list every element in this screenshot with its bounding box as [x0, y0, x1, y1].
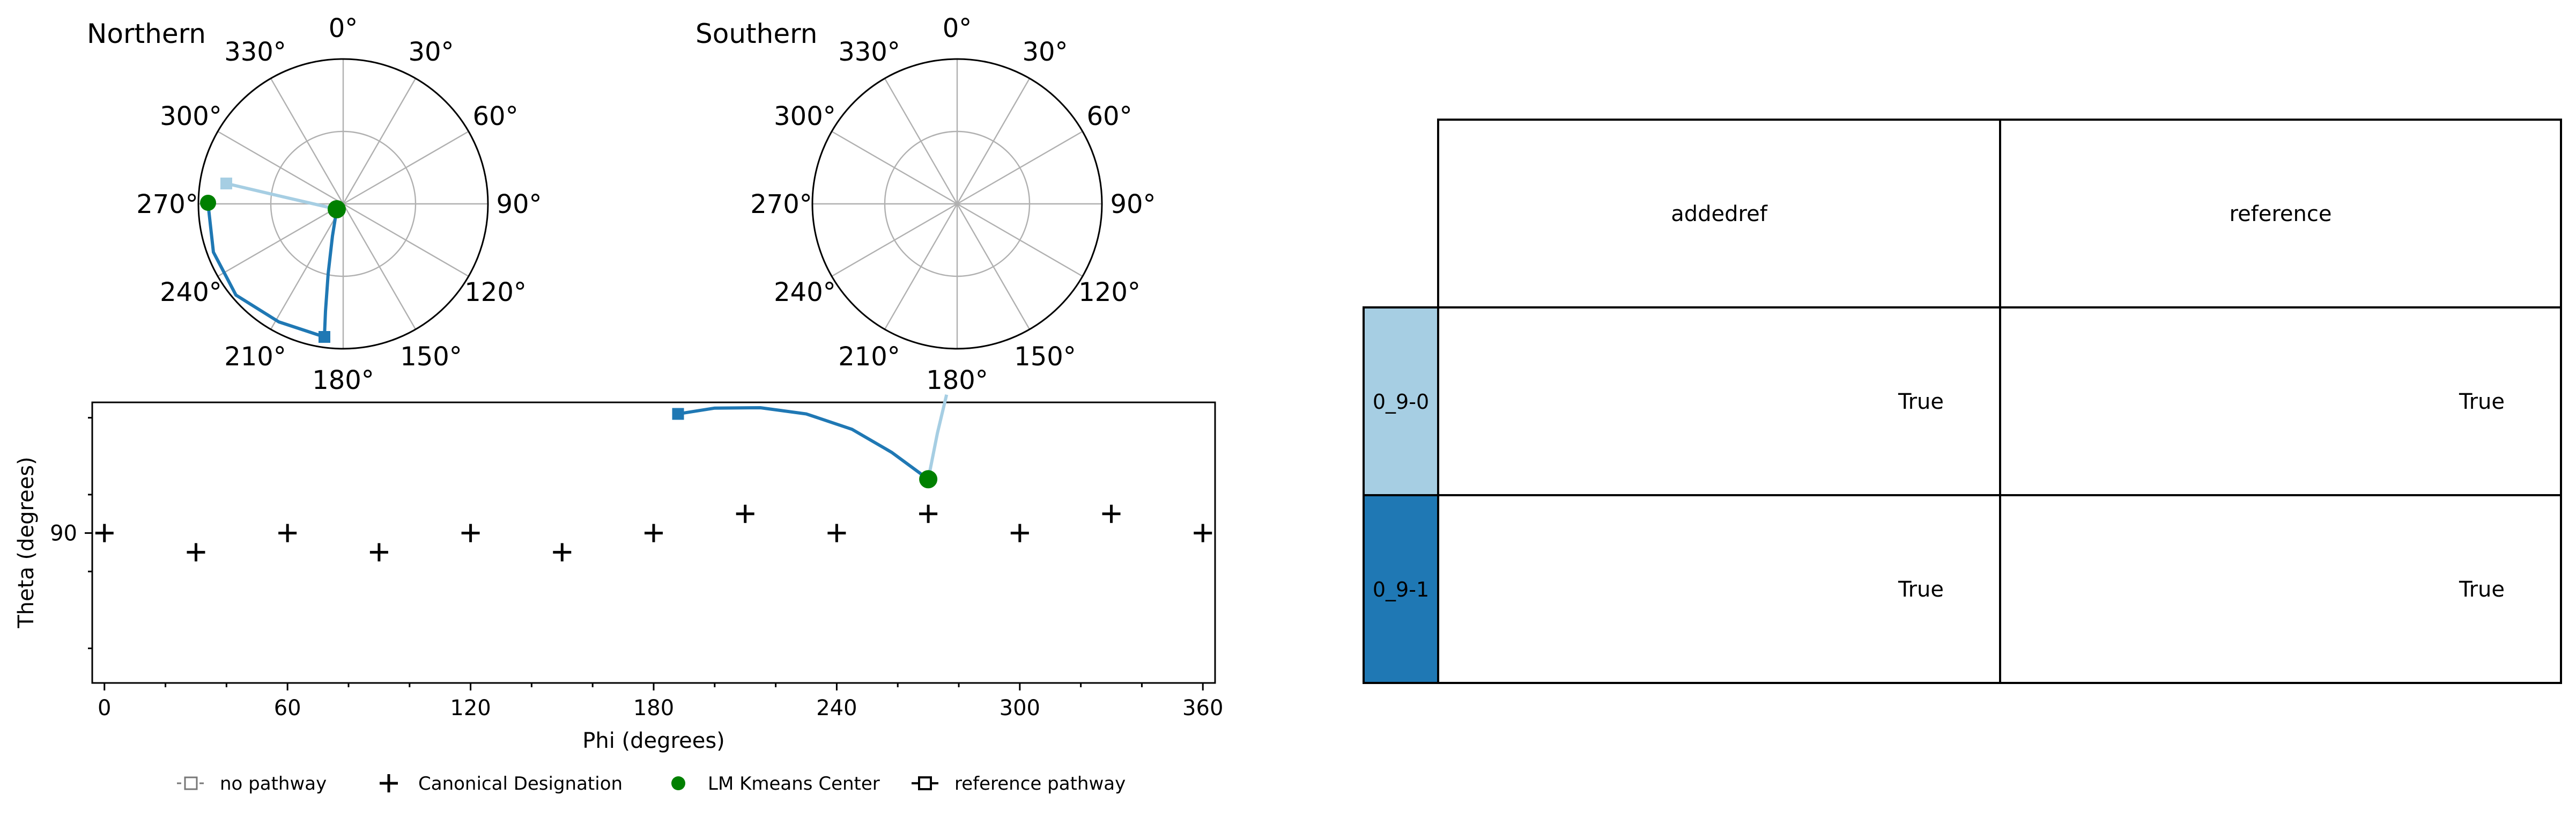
legend-open-square — [918, 776, 932, 790]
table-cell-value: True — [1898, 577, 1944, 602]
southern-angle-label: 120° — [1078, 277, 1141, 307]
canonical-designation-marker — [369, 543, 388, 562]
northern-angle-label: 210° — [224, 342, 286, 372]
x-tick-label: 120 — [450, 696, 491, 721]
legend-label: LM Kmeans Center — [708, 773, 880, 795]
table-row: 0_9-1 True True — [1363, 494, 2562, 684]
northern-title: Northern — [87, 18, 206, 49]
southern-angle-label: 270° — [750, 189, 812, 219]
northern-angle-label: 180° — [312, 365, 374, 395]
northern-angle-label: 60° — [473, 101, 519, 131]
northern-polar-plot: Northern 0° 30° 60° 90° 120° 150° 180° 210° 240°… — [87, 13, 542, 395]
northern-angle-label: 330° — [224, 37, 286, 67]
legend-item: reference pathway — [912, 773, 1126, 795]
table-cell-value: True — [2459, 389, 2505, 414]
phi-theta-plot: 0 60 120 180 240 300 360 90 Phi (degrees) Theta… — [14, 394, 1223, 753]
x-tick-label: 60 — [274, 696, 301, 721]
northern-angle-label: 90° — [496, 189, 542, 219]
canonical-designation-marker — [736, 504, 754, 523]
legend-item: LM Kmeans Center — [671, 773, 880, 795]
southern-angle-label: 90° — [1110, 189, 1156, 219]
y-axis-label: Theta (degrees) — [14, 457, 39, 629]
legend-item: no pathway — [177, 773, 327, 795]
southern-angle-label: 180° — [926, 365, 988, 395]
southern-angle-label: 0° — [943, 13, 972, 43]
northern-pathway-end-marker — [319, 331, 330, 343]
table-cell — [1999, 306, 2562, 496]
northern-kmeans-center — [328, 200, 346, 218]
southern-polar-plot: Southern 0° 30° 60° 90° 120° 150° 180° 210° 240°… — [695, 13, 1156, 395]
northern-inner-ring — [270, 130, 417, 277]
legend: no pathway Canonical Designation LM Kmeans… — [177, 773, 1126, 795]
canonical-designation-marker — [95, 524, 114, 542]
y-tick-label: 90 — [50, 521, 77, 546]
table-cell-value: True — [1898, 389, 1944, 414]
table-cell — [1437, 494, 2001, 684]
x-tick-label: 0 — [98, 696, 111, 721]
northern-angle-label: 0° — [329, 13, 358, 43]
southern-angle-label: 330° — [838, 37, 900, 67]
southern-title: Southern — [695, 18, 817, 49]
table-cell — [1999, 494, 2562, 684]
kmeans-center-point — [919, 470, 938, 489]
southern-angle-label: 60° — [1087, 101, 1132, 131]
canonical-designation-marker — [1010, 524, 1029, 542]
southern-angle-label: 150° — [1014, 342, 1076, 372]
northern-outer-ring — [197, 58, 489, 350]
table-header-cell — [1999, 119, 2562, 308]
pathway-line-0 — [927, 394, 949, 480]
pathway-table: addedref reference 0_9-0 True True 0_9-1 True T… — [1363, 119, 2562, 684]
table-row-label: 0_9-1 — [1373, 578, 1429, 601]
legend-item: Canonical Designation — [380, 773, 623, 795]
northern-pathway-0_9-1 — [323, 209, 338, 337]
pathway-line-1 — [678, 406, 929, 481]
canonical-designation-marker — [1102, 504, 1121, 523]
x-axis-label: Phi (degrees) — [582, 729, 725, 753]
northern-pathway-0_9-0 — [226, 182, 337, 211]
table-row: 0_9-0 True True — [1363, 306, 2562, 496]
canonical-designation-marker — [278, 524, 297, 542]
northern-angle-label: 300° — [160, 101, 222, 131]
legend-green-dot — [671, 776, 685, 790]
legend-label: Canonical Designation — [418, 773, 623, 795]
x-tick-label: 360 — [1182, 696, 1223, 721]
southern-angle-label: 300° — [774, 101, 836, 131]
table-cell-value: True — [2459, 577, 2505, 602]
southern-angle-label: 30° — [1022, 37, 1068, 67]
northern-kmeans-edge-point — [200, 195, 216, 211]
legend-label: no pathway — [220, 773, 327, 795]
southern-angle-label: 210° — [838, 342, 900, 372]
canonical-designation-marker — [187, 543, 205, 562]
legend-label: reference pathway — [954, 773, 1126, 795]
northern-angle-label: 270° — [136, 189, 198, 219]
canonical-designation-marker — [553, 543, 572, 562]
table-column-header: addedref — [1671, 202, 1767, 226]
southern-angle-label: 240° — [774, 277, 836, 307]
table-header-cell — [1437, 119, 2001, 308]
legend-open-square — [184, 776, 198, 790]
northern-pathway-start-marker — [220, 178, 232, 189]
northern-angle-label: 120° — [464, 277, 527, 307]
table-row-label-cell — [1363, 494, 1439, 684]
canonical-designation-marker — [919, 504, 938, 523]
southern-outer-ring — [811, 58, 1103, 350]
pathway-start-marker — [672, 408, 684, 420]
x-tick-label: 240 — [816, 696, 857, 721]
canonical-designation-marker — [827, 524, 846, 542]
canonical-designation-marker — [645, 524, 663, 542]
northern-angle-label: 150° — [400, 342, 462, 372]
canonical-designation-marker — [1194, 524, 1212, 542]
southern-inner-ring — [884, 130, 1031, 277]
northern-angle-label: 30° — [408, 37, 454, 67]
table-row-label: 0_9-0 — [1373, 390, 1429, 414]
canonical-designation-marker — [461, 524, 480, 542]
x-tick-label: 300 — [1000, 696, 1040, 721]
x-tick-label: 180 — [633, 696, 674, 721]
table-column-header: reference — [2230, 202, 2332, 226]
northern-pathway-0_9-1-arc — [206, 203, 325, 339]
northern-angle-label: 240° — [160, 277, 222, 307]
